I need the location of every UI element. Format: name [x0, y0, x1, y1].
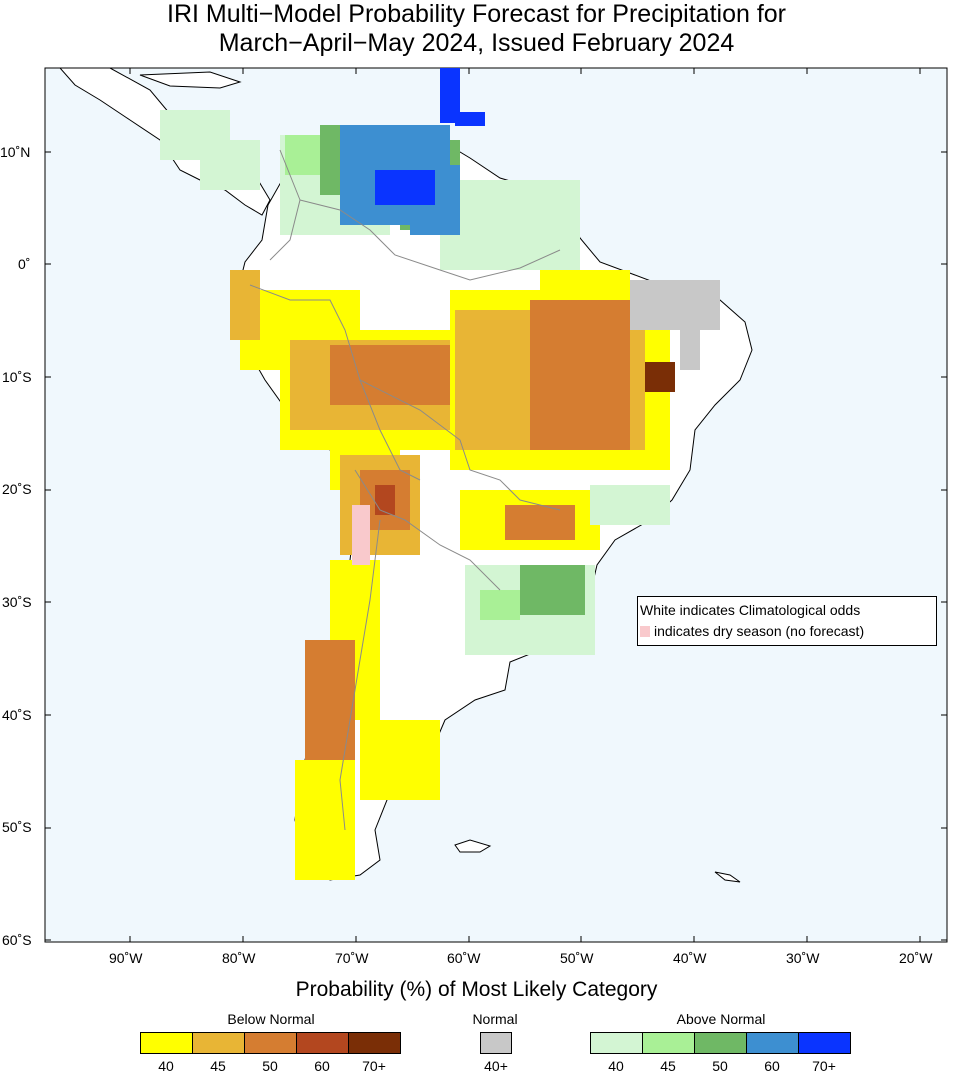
- below-normal-swatch: [140, 1032, 193, 1054]
- lon-label: 50˚W: [560, 950, 594, 966]
- lon-label: 70˚W: [335, 950, 369, 966]
- lat-label: 10˚N: [0, 144, 31, 160]
- below-normal-tick: 70+: [362, 1058, 386, 1074]
- caribbean-islands: [139, 71, 242, 89]
- falklands: [454, 839, 492, 853]
- lat-label: 0˚: [18, 256, 31, 272]
- lat-label: 50˚S: [2, 819, 32, 835]
- lon-label: 30˚W: [786, 950, 820, 966]
- forecast-cell: [505, 505, 575, 540]
- forecast-cells: [160, 68, 720, 880]
- above-normal-tick: 50: [712, 1058, 728, 1074]
- dry-season-note: indicates dry season (no forecast): [640, 621, 936, 642]
- forecast-cell: [645, 362, 675, 392]
- lon-label: 20˚W: [899, 950, 933, 966]
- normal-swatch: [480, 1032, 512, 1054]
- forecast-cell: [440, 68, 460, 123]
- below-normal-tick: 60: [314, 1058, 330, 1074]
- above-normal-swatch: [798, 1032, 851, 1054]
- lon-label: 90˚W: [109, 950, 143, 966]
- below-normal-tick: 45: [210, 1058, 226, 1074]
- country-borders: [249, 149, 561, 831]
- above-normal-swatch: [642, 1032, 695, 1054]
- forecast-cell: [520, 565, 585, 615]
- above-normal-tick: 45: [660, 1058, 676, 1074]
- title-line-1: IRI Multi−Model Probability Forecast for…: [167, 0, 786, 28]
- forecast-cell: [360, 720, 440, 800]
- axis-ticks: [45, 68, 947, 942]
- lat-label: 60˚S: [2, 932, 32, 948]
- forecast-cell: [305, 640, 355, 760]
- forecast-cell: [200, 140, 260, 190]
- above-normal-label: Above Normal: [676, 1011, 766, 1027]
- normal-tick: 40+: [484, 1058, 508, 1074]
- above-normal-tick: 40: [608, 1058, 624, 1074]
- south-georgia: [714, 871, 741, 883]
- legend-title: Probability (%) of Most Likely Category: [295, 978, 658, 1001]
- legend-note-box: White indicates Climatological odds indi…: [637, 596, 937, 646]
- forecast-cell: [375, 170, 435, 205]
- title-line-2: March−April−May 2024, Issued February 20…: [218, 29, 735, 57]
- forecast-cell: [295, 760, 355, 880]
- below-normal-tick: 50: [262, 1058, 278, 1074]
- above-normal-tick: 60: [764, 1058, 780, 1074]
- forecast-cell: [630, 280, 720, 330]
- lon-label: 40˚W: [673, 950, 707, 966]
- above-normal-swatch: [746, 1032, 799, 1054]
- forecast-cell: [480, 590, 520, 620]
- lat-label: 30˚S: [2, 594, 32, 610]
- below-normal-swatch: [348, 1032, 401, 1054]
- normal-label: Normal: [472, 1011, 518, 1027]
- above-normal-swatch: [694, 1032, 747, 1054]
- forecast-cell: [230, 270, 260, 340]
- above-normal-swatch: [590, 1032, 643, 1054]
- below-normal-label: Below Normal: [227, 1011, 315, 1027]
- forecast-cell: [455, 112, 485, 126]
- dry-season-swatch: [640, 626, 650, 637]
- lon-label: 60˚W: [447, 950, 481, 966]
- forecast-cell: [352, 505, 370, 565]
- below-normal-swatch: [244, 1032, 297, 1054]
- lat-label: 10˚S: [2, 369, 32, 385]
- forecast-cell: [590, 485, 670, 525]
- forecast-cell: [530, 300, 630, 450]
- below-normal-swatch: [296, 1032, 349, 1054]
- lat-label: 20˚S: [2, 481, 32, 497]
- below-normal-tick: 40: [158, 1058, 174, 1074]
- forecast-cell: [330, 345, 450, 405]
- climatology-note: White indicates Climatological odds: [640, 602, 861, 618]
- forecast-cell: [680, 320, 700, 370]
- below-normal-swatch: [192, 1032, 245, 1054]
- forecast-cell: [375, 485, 395, 515]
- forecast-cell: [440, 180, 580, 270]
- lon-label: 80˚W: [222, 950, 256, 966]
- lat-label: 40˚S: [2, 707, 32, 723]
- above-normal-tick: 70+: [812, 1058, 836, 1074]
